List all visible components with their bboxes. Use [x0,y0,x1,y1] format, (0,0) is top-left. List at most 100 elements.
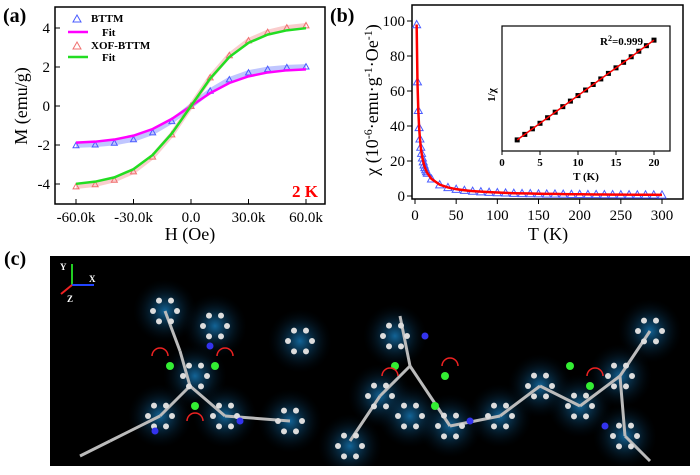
carbon-atom [291,348,297,355]
carbon-atom [641,317,647,324]
carbon-atom [218,333,224,340]
carbon-atom [281,428,287,435]
x-tick-label-b: 300 [651,208,674,224]
data-point-xof-bttm [91,180,100,188]
carbon-atom [218,312,224,319]
carbon-atom [168,297,174,304]
bond [158,384,192,418]
bond [163,310,182,352]
carbon-atom [583,413,589,420]
legend-label-bttm: BTTM [91,13,124,25]
x-tick-label-b: 0 [411,208,419,224]
carbon-atom [610,433,616,439]
bond [449,414,501,428]
carbon-atom [401,402,407,409]
panel-label-c: (c) [4,248,27,270]
x-tick-label-a: 30.0k [232,210,266,226]
x-axis-label-a: H (Oe) [165,224,215,245]
carbon-atom [571,413,577,420]
electron-density-glow [363,304,427,368]
bond [618,375,627,437]
carbon-atom [653,317,659,324]
legend-marker-bttm [72,13,82,23]
rotation-arrow [586,367,604,377]
axis-triad: Y X Z [60,262,96,304]
data-point-bttm [302,62,310,70]
carbon-atom [531,372,537,379]
carbon-atom [635,328,641,334]
nitrogen-atom [466,417,474,425]
carbon-atom [611,383,617,390]
rotation-arrow [441,357,459,367]
x-tick-label-b: 50 [449,208,464,224]
x-tick-label-b: 250 [610,208,633,224]
y-axis-label-b: χ (10-6·emu·g-1·Oe-1) [361,24,383,176]
carbon-atom [589,403,595,409]
carbon-atom [198,362,204,369]
data-point-xof-bttm [302,21,310,29]
carbon-atom [210,413,216,419]
molecular-structure-image: Y X Z [50,256,690,466]
carbon-atom [543,372,549,379]
carbon-atom [163,423,169,430]
nitrogen-atom [236,417,244,425]
carbon-atom [413,423,419,430]
y-tick-label-a: -4 [38,177,51,193]
highlighted-atom [566,362,574,370]
carbon-atom [204,373,210,379]
carbon-atom [206,333,212,340]
y-tick-label-b: 100 [383,14,406,30]
carbon-atom [509,413,515,419]
carbon-atom [186,362,192,369]
data-point-bttm [110,138,119,146]
carbon-atom [163,402,169,409]
carbon-atom [629,373,635,379]
carbon-atom [543,393,549,400]
carbon-atom [583,392,589,399]
rotation-arrow [186,412,204,422]
y-tick-label-b: 40 [390,119,405,135]
carbon-atom [628,443,634,450]
carbon-atom [353,432,359,439]
carbon-atom [453,433,459,440]
carbon-atom [303,327,309,334]
data-point-bttm [148,128,157,136]
carbon-atom [401,423,407,430]
carbon-atom [151,402,157,409]
carbon-atom [156,297,162,304]
carbon-atom [503,402,509,409]
carbon-atom [281,407,287,414]
carbon-atom [453,412,459,419]
bond [79,439,111,458]
y-tick-label-a: 4 [43,21,51,37]
carbon-atom [206,312,212,319]
carbon-atom [623,383,629,390]
y-tick-label-b: 60 [390,84,405,100]
carbon-atom [404,333,410,339]
carbon-atom [150,308,156,314]
carbon-atom [413,402,419,409]
charts-area: (a) (b) -60.0k -30.0k 0.0 30.0k 60.0k -4 -2 0 2 4… [3,4,684,245]
x-tick-label-a: -60.0k [57,210,96,226]
data-point-xof-bttm [110,175,119,183]
inset-x-tick-label: 0 [499,157,505,169]
electron-density-glow [183,294,247,358]
carbon-atom [616,443,622,450]
carbon-atom [491,423,497,430]
bond [539,384,581,408]
legend-label-xof: XOF-BTTM [91,40,151,52]
nitrogen-atom [151,427,159,435]
carbon-atom [228,402,234,409]
data-point-bttm [244,68,253,76]
carbon-atom [531,393,537,400]
plot-frame-b [411,4,684,200]
r-squared-annotation: R2=0.999 [600,34,643,48]
carbon-atom [380,333,386,339]
bond [499,384,541,418]
y-tick-label-a: -2 [38,138,51,154]
axis-z-label: Z [67,294,73,304]
legend-label-bttm-fit: Fit [102,27,116,39]
inverse-susceptibility-inset: 0 5 10 15 20 1/χ T (K) R2=0.999 [486,25,671,183]
carbon-atom [441,433,447,440]
inset-x-tick-label: 5 [537,157,543,169]
